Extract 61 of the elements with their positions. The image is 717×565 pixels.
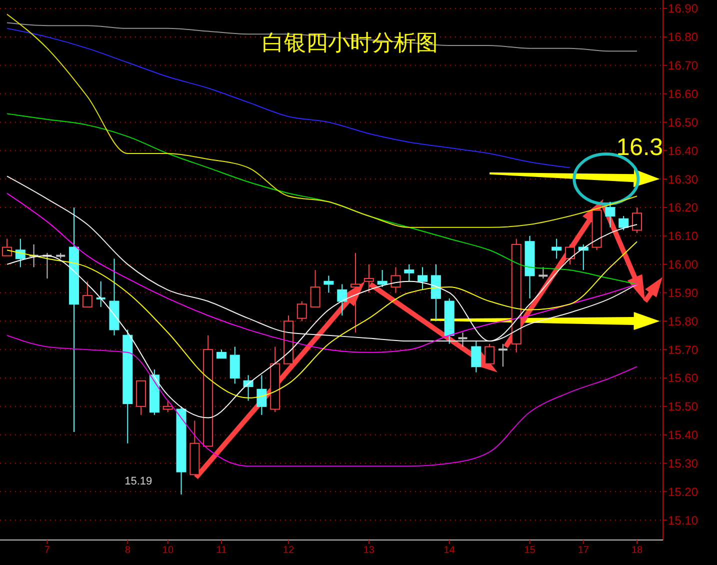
y-tick-label: 15.30 xyxy=(668,456,698,470)
candlestick xyxy=(162,400,173,413)
candlestick xyxy=(430,264,441,322)
candlestick xyxy=(82,280,92,308)
candlestick xyxy=(564,244,575,265)
y-tick-label: 16.10 xyxy=(668,229,698,244)
y-tick-label: 15.60 xyxy=(668,371,698,386)
y-tick-label: 16.90 xyxy=(668,2,698,16)
line-series xyxy=(6,192,638,353)
y-tick-label: 16.20 xyxy=(668,200,698,215)
x-tick-label: 7 xyxy=(44,545,50,556)
annotation: 16.3 xyxy=(616,134,664,161)
y-tick-label: 16.80 xyxy=(668,30,698,44)
candlestick xyxy=(552,238,562,260)
y-tick-label: 16.00 xyxy=(668,258,698,272)
annotation: 15.19 xyxy=(124,476,152,488)
line-series xyxy=(6,334,638,467)
y-tick-label: 15.70 xyxy=(668,342,698,357)
x-tick-label: 11 xyxy=(216,545,228,556)
candlestick xyxy=(404,264,414,282)
y-tick-label: 15.90 xyxy=(668,286,698,300)
candlestick xyxy=(364,264,374,294)
candlestick xyxy=(350,252,361,334)
line-series xyxy=(6,28,570,168)
candlestick xyxy=(605,201,616,228)
y-tick-label: 15.50 xyxy=(668,400,698,414)
y-tick-label: 15.10 xyxy=(668,513,698,528)
candlestick xyxy=(457,332,468,348)
candlestick xyxy=(497,343,508,368)
x-tick-label: 15 xyxy=(524,545,536,556)
candlestick xyxy=(418,266,428,290)
line-series xyxy=(6,176,638,342)
y-tick-label: 15.80 xyxy=(668,314,698,328)
y-tick-label: 16.50 xyxy=(668,115,698,130)
line-series xyxy=(6,22,638,52)
x-tick-label: 12 xyxy=(282,545,294,556)
y-tick-label: 16.40 xyxy=(668,144,698,158)
candlestick xyxy=(324,275,334,294)
y-tick-label: 16.30 xyxy=(668,172,698,186)
x-tick-label: 13 xyxy=(363,545,375,556)
y-tick-label: 16.70 xyxy=(668,58,698,73)
candlestick xyxy=(230,346,240,384)
x-tick-label: 14 xyxy=(444,545,456,556)
x-tick-label: 17 xyxy=(578,545,590,556)
y-tick-label: 16.60 xyxy=(668,86,698,101)
x-tick-label: 10 xyxy=(162,545,174,556)
candlestick xyxy=(337,284,348,316)
candlestick xyxy=(618,216,629,231)
candlestick xyxy=(538,266,549,280)
x-tick-label: 18 xyxy=(631,545,643,556)
candlestick xyxy=(632,206,642,234)
candlestick xyxy=(2,238,12,256)
y-tick-label: 15.20 xyxy=(668,484,698,499)
candlestick xyxy=(471,340,482,373)
candlestick xyxy=(390,266,401,294)
candlestick xyxy=(296,300,307,322)
candlestick xyxy=(310,270,320,308)
y-tick-label: 15.40 xyxy=(668,428,698,442)
candlestick xyxy=(256,374,267,416)
x-tick-label: 8 xyxy=(124,545,131,556)
candlestick xyxy=(377,270,388,288)
